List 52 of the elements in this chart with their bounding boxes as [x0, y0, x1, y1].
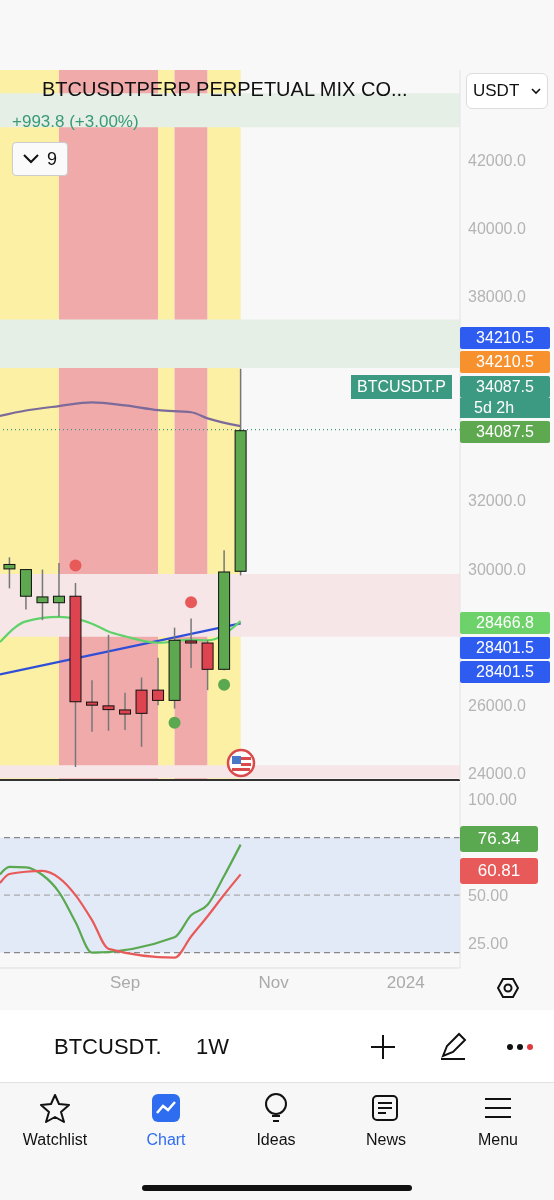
y-tick-label: 50.00	[468, 886, 509, 904]
text: Ideas	[255, 1131, 297, 1149]
text: 76.34	[460, 826, 538, 852]
text: 34087.5	[460, 421, 550, 443]
x-tick-label: Nov	[258, 973, 290, 993]
point	[185, 596, 198, 609]
x-tick-label: Sep	[109, 973, 141, 993]
candlestick	[102, 634, 115, 732]
candlestick	[86, 679, 98, 733]
annotation: BTCUSDT.P	[351, 375, 452, 399]
candlestick	[36, 568, 49, 621]
y-tick-label: 100.00	[468, 790, 518, 808]
candlestick	[3, 556, 16, 590]
text: 34210.5	[460, 327, 550, 349]
text: BTCUSDT.	[54, 1034, 162, 1060]
y-tick-label: 32000.0	[468, 492, 526, 510]
annotation: +993.8 (+3.00%)	[12, 112, 139, 132]
text: 28401.5	[460, 661, 550, 683]
y-tick-label: 42000.0	[468, 151, 526, 169]
y-tick-label: 40000.0	[468, 220, 526, 238]
point	[168, 716, 181, 729]
candlestick	[152, 656, 165, 706]
text: 28401.5	[460, 637, 550, 659]
y-tick-label: 26000.0	[468, 696, 526, 714]
y-tick-label: 24000.0	[468, 764, 526, 782]
text: USDT	[473, 81, 520, 101]
candlestick	[119, 692, 132, 731]
text: 60.81	[460, 858, 538, 884]
text: 34087.5	[460, 376, 550, 398]
text: Chart	[145, 1131, 187, 1149]
annotation: 9	[12, 142, 68, 176]
text: 5d 2h	[460, 398, 550, 418]
line-series	[0, 869, 242, 959]
text: 28466.8	[460, 612, 550, 634]
y-tick-label: 25.00	[468, 934, 509, 952]
point	[218, 678, 231, 691]
candlestick	[185, 617, 198, 669]
line-series	[0, 843, 242, 954]
x-tick-label: 2024	[386, 973, 425, 993]
y-tick-label: 30000.0	[468, 560, 526, 578]
text: 34210.5	[460, 351, 550, 373]
line-series	[0, 401, 242, 428]
candlestick	[52, 562, 65, 618]
chart-title: BTCUSDTPERP PERPETUAL MIX CO...	[42, 78, 408, 101]
text: Menu	[477, 1131, 519, 1149]
y-tick-label: 38000.0	[468, 288, 526, 306]
point	[69, 559, 82, 572]
line-series	[0, 615, 242, 644]
candlestick	[135, 676, 148, 748]
text: 1W	[196, 1034, 229, 1060]
text: Watchlist	[21, 1131, 89, 1149]
text: News	[365, 1131, 407, 1149]
